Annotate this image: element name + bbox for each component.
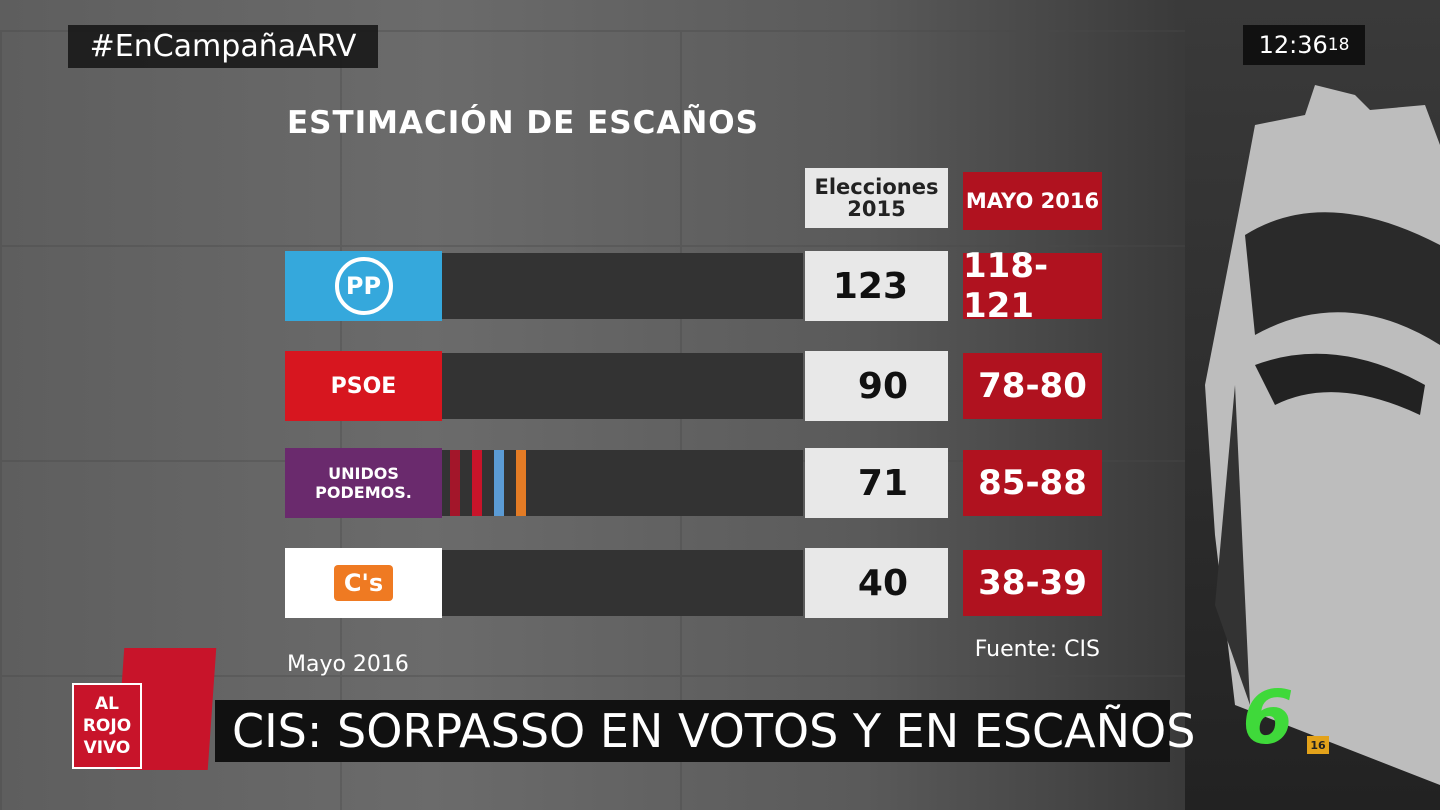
title: ESTIMACIÓN DE ESCAÑOS <box>287 105 759 141</box>
age-rating: 16 <box>1307 736 1329 754</box>
headline-bar <box>215 700 1170 762</box>
statue-illustration <box>1205 85 1440 785</box>
estimate-2016: 85-88 <box>963 450 1102 516</box>
party-name: UNIDOS PODEMOS. <box>315 464 412 502</box>
column-header: Elecciones 2015 <box>805 168 948 228</box>
seats-2015: 40 <box>805 548 948 618</box>
hashtag: #EnCampañaARV <box>68 25 378 68</box>
coalition-stripe <box>494 450 504 516</box>
estimate-2016: 118-121 <box>963 246 1102 326</box>
seat-bar <box>442 353 803 419</box>
clock: 12:36 18 <box>1243 25 1365 65</box>
date-note: Mayo 2016 <box>287 652 409 677</box>
seat-bar <box>442 253 803 319</box>
source: Fuente: CIS <box>974 637 1100 662</box>
party-name: PSOE <box>330 373 397 399</box>
show-logo: AL ROJO VIVO <box>72 683 142 769</box>
party-logo: UNIDOS PODEMOS. <box>285 448 442 518</box>
seats-2015: 71 <box>805 448 948 518</box>
estimate-2016: 78-80 <box>963 353 1102 419</box>
column-header: MAYO 2016 <box>963 172 1102 230</box>
clock-time: 12:36 <box>1258 31 1328 59</box>
coalition-stripe <box>516 450 526 516</box>
coalition-stripe <box>450 450 460 516</box>
party-name: C's <box>333 565 394 601</box>
coalition-stripe <box>472 450 482 516</box>
party-logo: PSOE <box>285 351 442 421</box>
party-name: PP <box>334 257 393 315</box>
estimate-2016: 38-39 <box>963 550 1102 616</box>
seats-2015: 90 <box>805 351 948 421</box>
headline: CIS: SORPASSO EN VOTOS Y EN ESCAÑOS <box>232 704 1196 758</box>
channel-logo: 6 <box>1242 674 1294 761</box>
clock-seconds: 18 <box>1327 35 1350 55</box>
party-logo: PP <box>285 251 442 321</box>
seats-2015: 123 <box>805 251 948 321</box>
party-logo: C's <box>285 548 442 618</box>
seat-bar <box>442 550 803 616</box>
